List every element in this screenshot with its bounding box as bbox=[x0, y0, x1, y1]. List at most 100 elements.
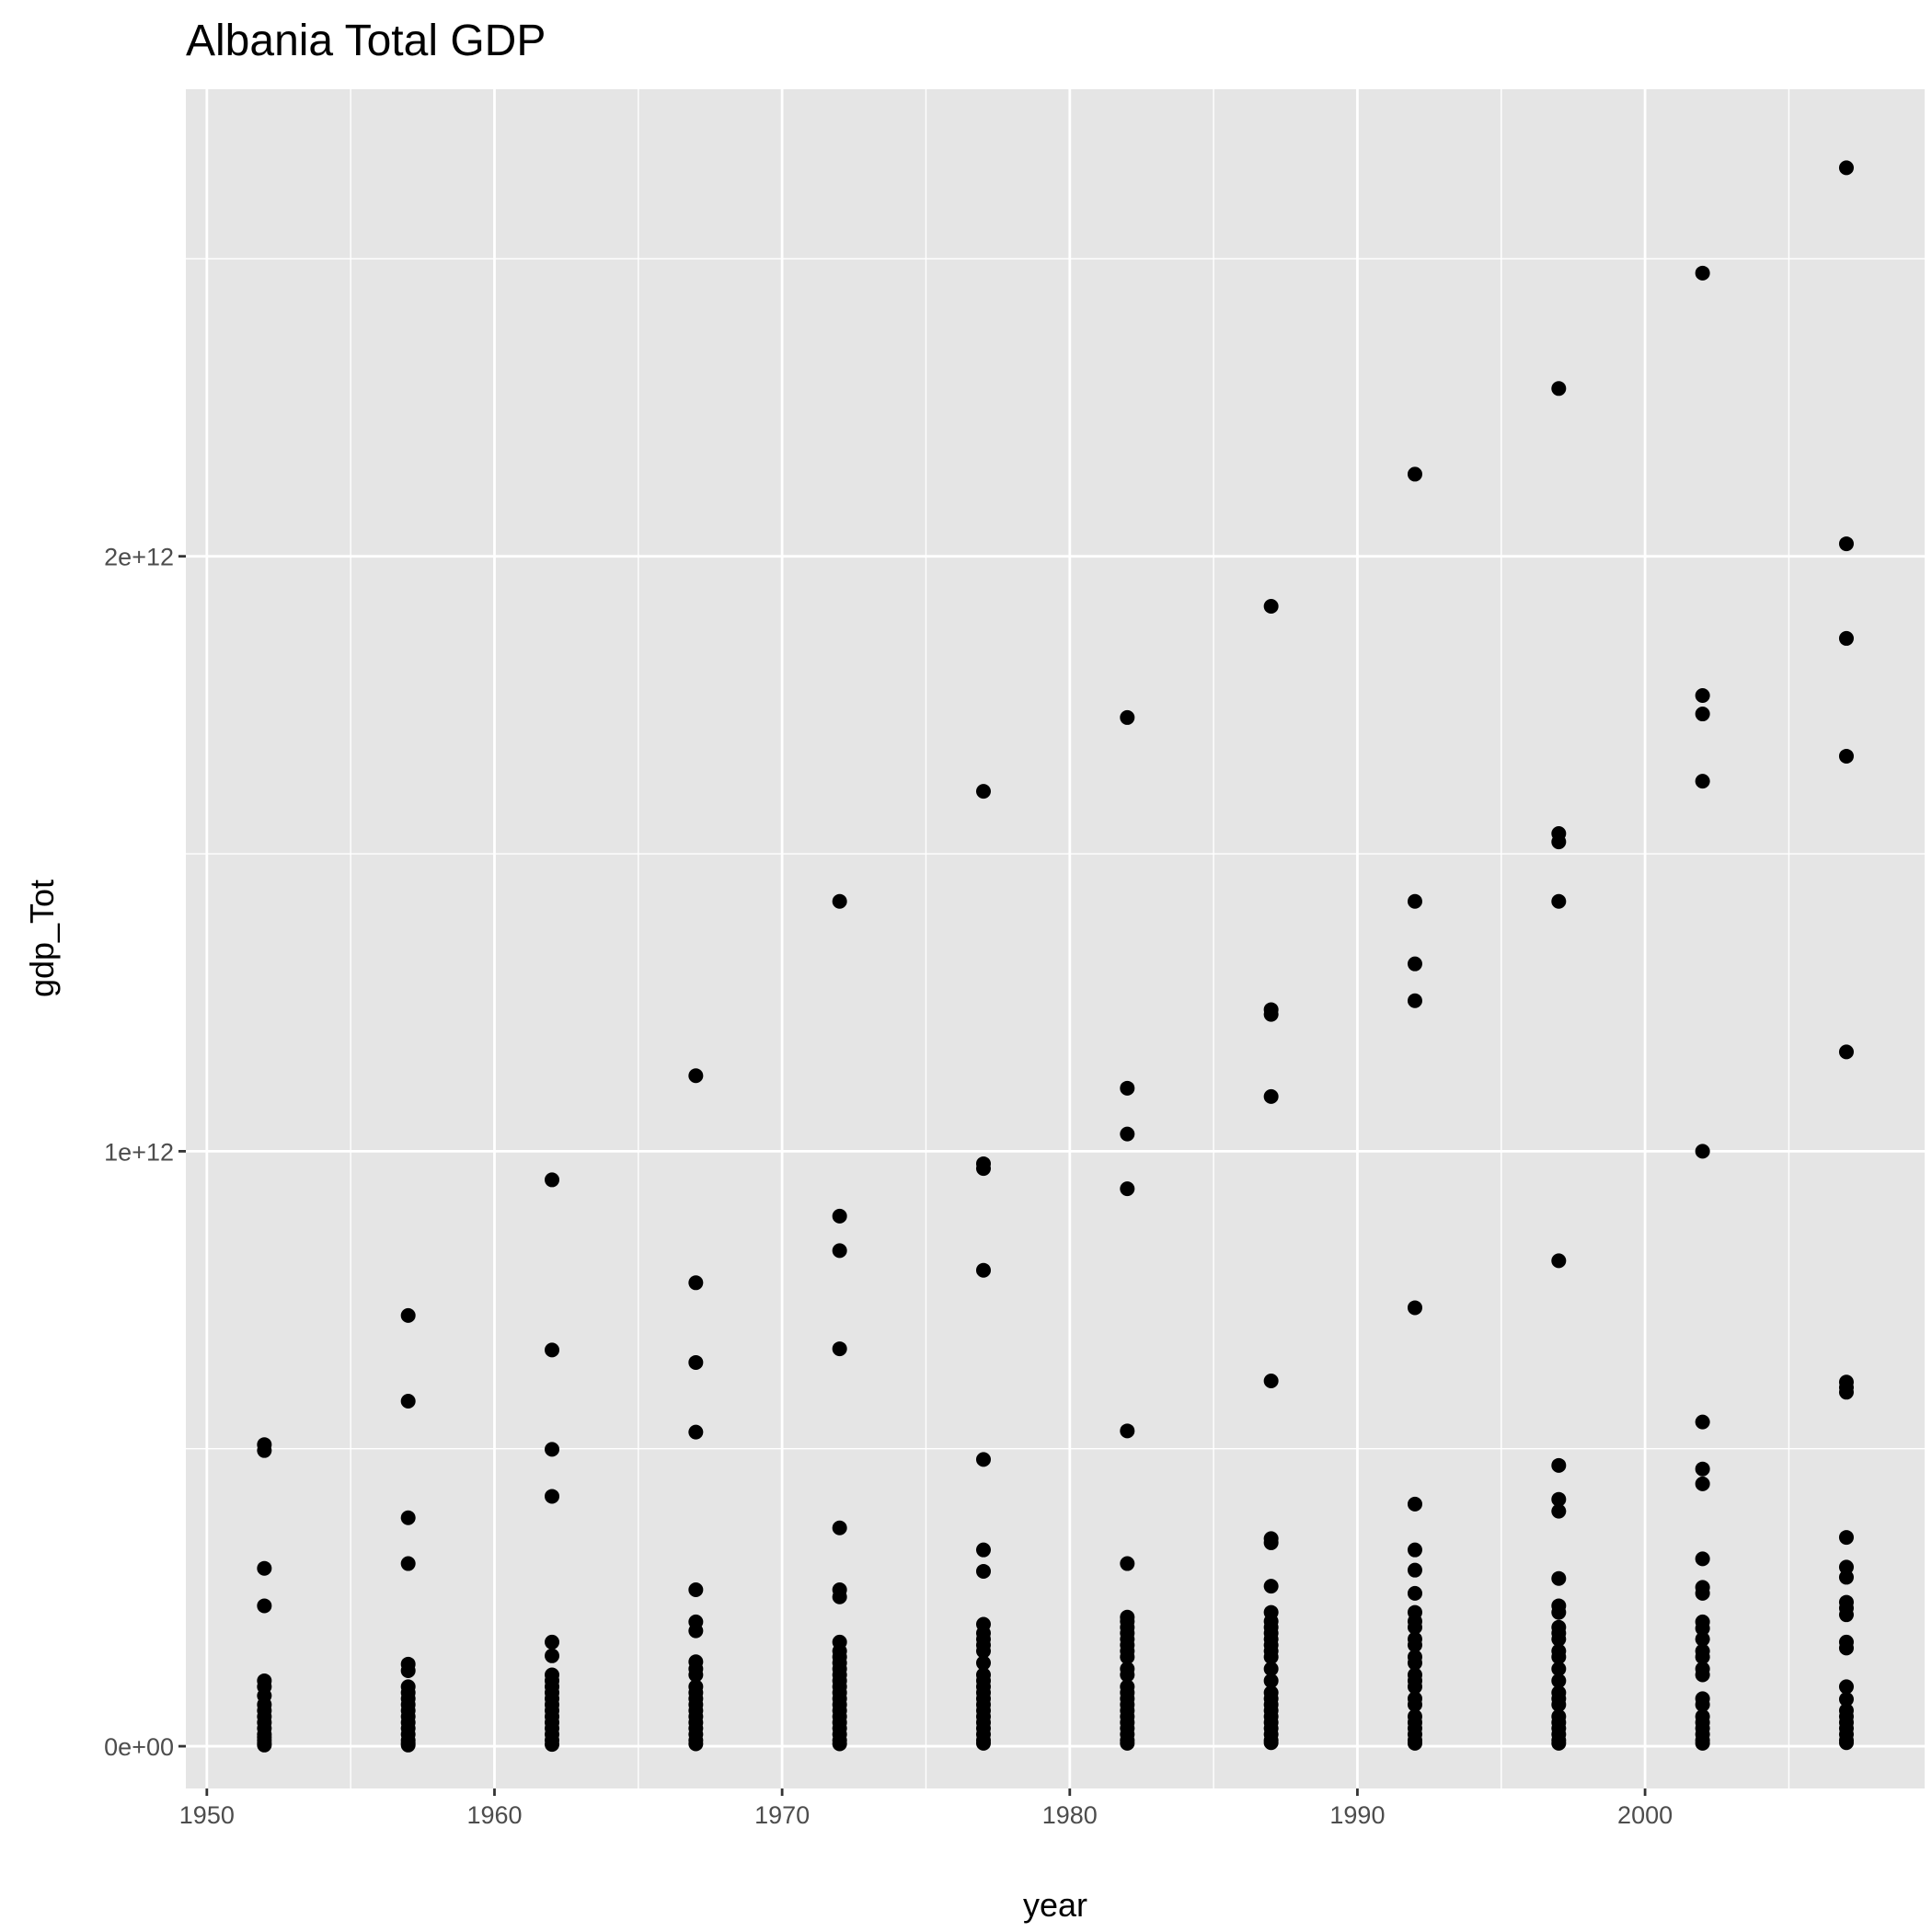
point bbox=[1551, 1604, 1567, 1620]
point bbox=[1695, 1585, 1710, 1601]
point bbox=[1838, 1044, 1854, 1060]
point bbox=[1120, 1423, 1135, 1439]
point bbox=[1407, 1735, 1422, 1751]
x-tick-label: 2000 bbox=[1617, 1801, 1673, 1829]
point bbox=[1407, 1638, 1422, 1653]
point bbox=[1695, 1144, 1710, 1159]
point bbox=[1695, 1696, 1710, 1712]
point bbox=[1120, 1080, 1135, 1096]
point bbox=[1407, 893, 1422, 909]
point bbox=[688, 1275, 704, 1291]
point bbox=[1838, 160, 1854, 176]
point bbox=[1263, 1535, 1279, 1550]
point bbox=[832, 893, 847, 909]
point bbox=[1695, 1667, 1710, 1683]
point bbox=[1551, 1650, 1567, 1665]
point bbox=[1120, 1735, 1135, 1751]
x-tick-label: 1950 bbox=[179, 1801, 235, 1829]
point bbox=[1407, 1679, 1422, 1695]
point bbox=[1551, 1662, 1567, 1677]
point bbox=[1263, 1662, 1279, 1677]
point bbox=[1695, 1621, 1710, 1637]
point bbox=[1120, 1650, 1135, 1665]
point bbox=[832, 1341, 847, 1357]
point bbox=[975, 1563, 991, 1579]
point bbox=[688, 1354, 704, 1370]
point bbox=[1838, 1640, 1854, 1656]
point bbox=[688, 1736, 704, 1752]
point bbox=[832, 1243, 847, 1259]
point bbox=[1263, 1650, 1279, 1665]
point bbox=[400, 1737, 416, 1753]
point bbox=[1120, 1126, 1135, 1142]
point bbox=[400, 1510, 416, 1525]
point bbox=[1838, 630, 1854, 646]
point bbox=[257, 1443, 272, 1458]
point bbox=[1695, 774, 1710, 789]
point bbox=[1695, 1551, 1710, 1567]
point bbox=[545, 1172, 560, 1188]
point bbox=[1551, 1503, 1567, 1519]
grid bbox=[186, 89, 1925, 1788]
point bbox=[545, 1442, 560, 1457]
x-tick-label: 1980 bbox=[1042, 1801, 1098, 1829]
point bbox=[1838, 1385, 1854, 1400]
point bbox=[1695, 707, 1710, 722]
point bbox=[1551, 1673, 1567, 1688]
point bbox=[1695, 1461, 1710, 1477]
point bbox=[1695, 687, 1710, 703]
point bbox=[1838, 536, 1854, 552]
point bbox=[257, 1598, 272, 1614]
point bbox=[688, 1667, 704, 1683]
point bbox=[975, 784, 991, 799]
point bbox=[1407, 466, 1422, 482]
point bbox=[1407, 993, 1422, 1008]
point bbox=[688, 1623, 704, 1639]
point bbox=[688, 1068, 704, 1084]
point bbox=[1695, 1650, 1710, 1665]
point bbox=[1695, 1414, 1710, 1430]
point bbox=[1551, 1631, 1567, 1647]
point bbox=[1263, 598, 1279, 614]
point bbox=[1407, 956, 1422, 972]
point bbox=[545, 1634, 560, 1650]
point bbox=[1407, 1696, 1422, 1712]
x-axis-title: year bbox=[1023, 1886, 1087, 1924]
point bbox=[1551, 381, 1567, 397]
x-tick-label: 1970 bbox=[754, 1801, 810, 1829]
point bbox=[1551, 1570, 1567, 1586]
point bbox=[832, 1520, 847, 1535]
point bbox=[1263, 1579, 1279, 1594]
point bbox=[1551, 1457, 1567, 1473]
point bbox=[1120, 1667, 1135, 1683]
point bbox=[1263, 1374, 1279, 1389]
point bbox=[1120, 1181, 1135, 1197]
point bbox=[400, 1307, 416, 1323]
point bbox=[1263, 1673, 1279, 1688]
point bbox=[1838, 1735, 1854, 1751]
point bbox=[1551, 893, 1567, 909]
point bbox=[1695, 1476, 1710, 1491]
point bbox=[1838, 1570, 1854, 1585]
point bbox=[400, 1662, 416, 1678]
point bbox=[1551, 834, 1567, 850]
point bbox=[1551, 1696, 1567, 1712]
point bbox=[1407, 1655, 1422, 1671]
point bbox=[975, 1161, 991, 1177]
point bbox=[1263, 1735, 1279, 1751]
point bbox=[1695, 1631, 1710, 1647]
point bbox=[975, 1452, 991, 1467]
point bbox=[1695, 1735, 1710, 1751]
point bbox=[1407, 1585, 1422, 1601]
chart-title: Albania Total GDP bbox=[186, 17, 546, 65]
point bbox=[975, 1542, 991, 1558]
point bbox=[1838, 1530, 1854, 1546]
point bbox=[832, 1589, 847, 1604]
x-tick-label: 1990 bbox=[1329, 1801, 1385, 1829]
point bbox=[1838, 748, 1854, 764]
point bbox=[975, 1735, 991, 1751]
point bbox=[975, 1655, 991, 1671]
point bbox=[1407, 1562, 1422, 1578]
